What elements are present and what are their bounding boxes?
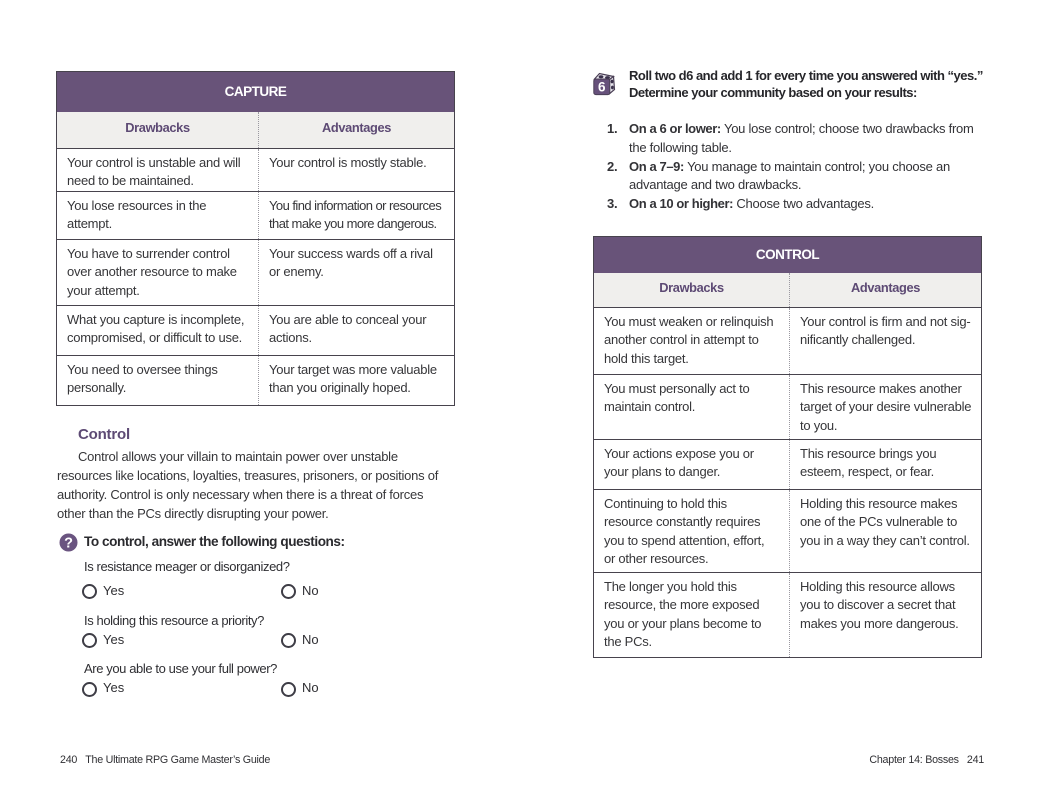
svg-text:6: 6 <box>598 80 606 95</box>
svg-text:?: ? <box>64 536 73 552</box>
